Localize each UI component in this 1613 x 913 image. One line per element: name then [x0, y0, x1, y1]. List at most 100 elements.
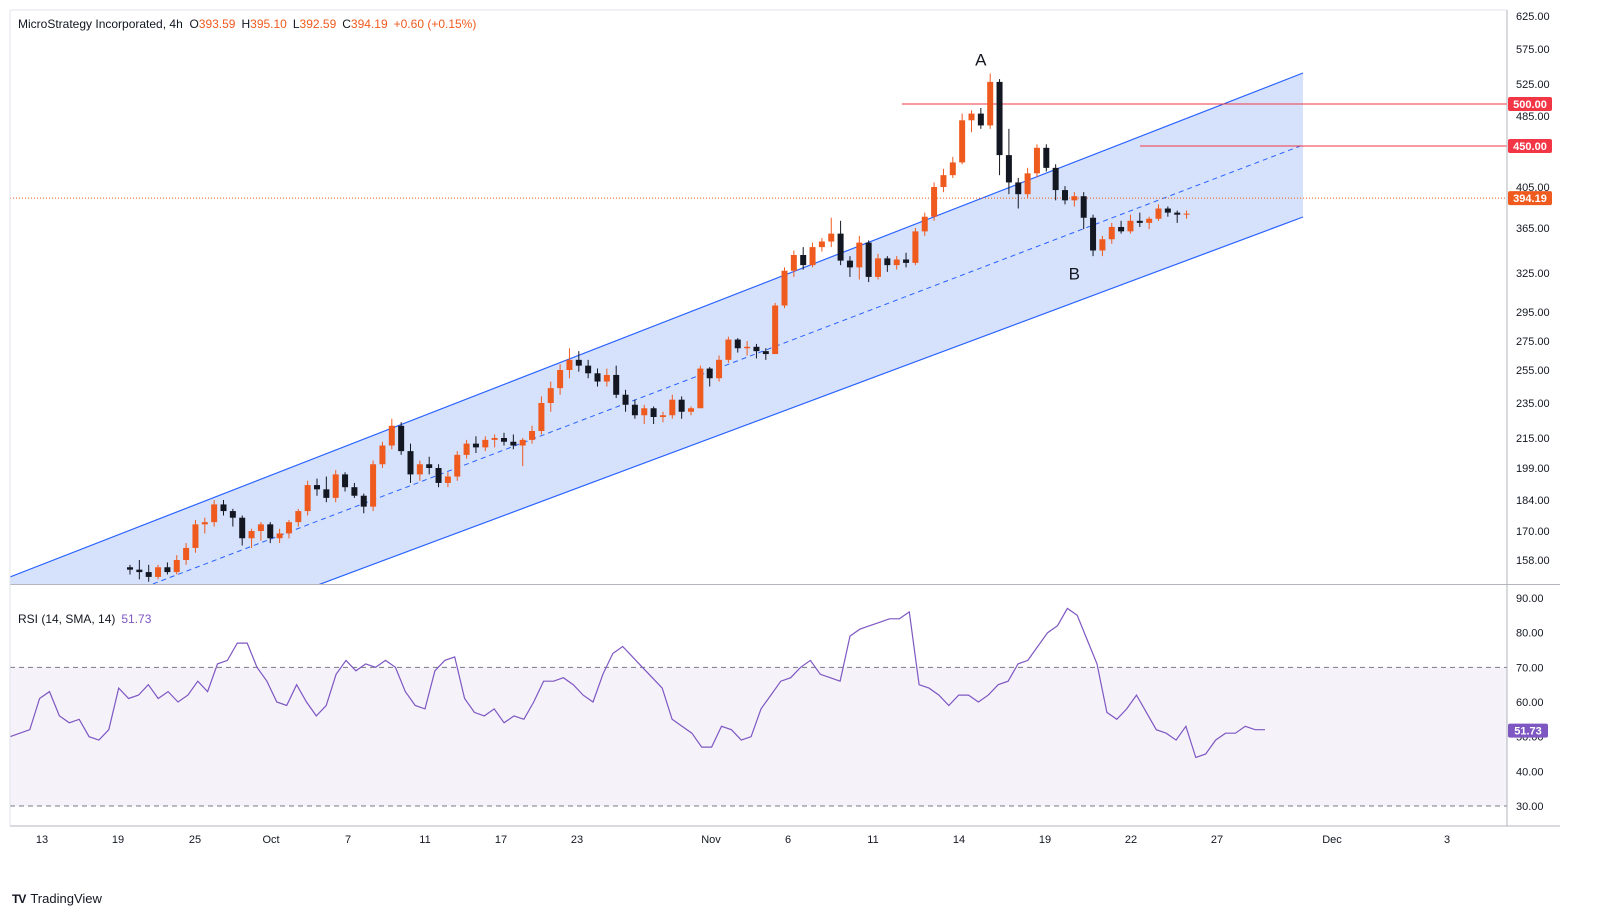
- open-value: 393.59: [198, 17, 236, 31]
- candle-body: [398, 425, 405, 452]
- price-tick-label: 365.00: [1516, 223, 1550, 235]
- price-tick-label: 235.00: [1516, 398, 1550, 410]
- price-tick-label: 525.00: [1516, 79, 1550, 91]
- candle-body: [1108, 226, 1115, 240]
- candle-70: [781, 267, 788, 309]
- candle-96: [1024, 167, 1031, 199]
- candle-15: [267, 522, 274, 544]
- candle-80: [875, 253, 881, 280]
- candle-body: [145, 572, 152, 577]
- candle-49: [585, 359, 592, 379]
- candle-20: [314, 478, 320, 496]
- low-value: 392.59: [299, 17, 337, 31]
- candle-body: [155, 567, 162, 577]
- candle-body: [510, 441, 517, 446]
- channel-mid-line: [151, 144, 1304, 584]
- candle-108: [1136, 212, 1143, 227]
- candle-25: [360, 493, 367, 514]
- rsi-tick-label: 70.00: [1516, 662, 1544, 674]
- candle-74: [818, 238, 825, 252]
- candle-body: [772, 305, 779, 355]
- candle-75: [828, 217, 835, 248]
- candle-52: [613, 365, 620, 399]
- time-tick-label: 14: [953, 834, 965, 846]
- candle-30: [407, 443, 414, 483]
- candle-body: [529, 431, 536, 440]
- candle-107: [1127, 214, 1134, 234]
- candle-53: [622, 389, 629, 412]
- candle-body: [257, 524, 264, 531]
- price-tick-label: 199.00: [1516, 463, 1550, 475]
- price-tick-label: 215.00: [1516, 433, 1550, 445]
- rsi-tick-label: 30.00: [1516, 801, 1544, 813]
- channel-upper-line: [10, 72, 1304, 578]
- rsi-pane[interactable]: [9, 607, 1507, 807]
- candle-body: [314, 485, 320, 490]
- candle-113: [1183, 210, 1190, 219]
- rsi-tick-label: 60.00: [1516, 697, 1544, 709]
- candle-94: [1005, 128, 1012, 195]
- candle-body: [912, 231, 919, 263]
- candle-body: [921, 216, 928, 232]
- candle-body: [276, 533, 283, 539]
- candle-body: [641, 408, 648, 416]
- rsi-band-fill: [10, 667, 1507, 806]
- candle-77: [846, 256, 853, 277]
- candle-body: [164, 567, 171, 573]
- candle-body: [127, 567, 133, 570]
- candle-body: [959, 120, 966, 163]
- change-value: +0.60 (+0.15%): [393, 17, 477, 31]
- candle-99: [1052, 164, 1059, 201]
- candle-body: [285, 522, 292, 534]
- candle-body: [472, 443, 479, 448]
- candle-body: [585, 365, 592, 374]
- candle-57: [659, 411, 666, 423]
- high-label: H: [241, 17, 251, 31]
- candle-38: [482, 436, 489, 452]
- candle-18: [295, 508, 302, 527]
- tradingview-logo-icon: TV: [12, 891, 26, 906]
- candles: [127, 73, 1190, 582]
- last-price-badge: 394.19: [1513, 193, 1547, 205]
- close-value: 394.19: [350, 17, 388, 31]
- candle-body: [1090, 217, 1097, 251]
- candle-69: [772, 302, 779, 355]
- open-label: O: [189, 17, 199, 31]
- candle-50: [594, 368, 601, 387]
- candle-body: [650, 408, 657, 417]
- time-tick-label: 23: [571, 834, 583, 846]
- time-tick-label: 6: [785, 834, 791, 846]
- candle-82: [893, 256, 900, 270]
- candle-86: [931, 182, 938, 221]
- price-pane[interactable]: AB: [10, 51, 1507, 701]
- candle-109: [1146, 216, 1153, 230]
- candle-body: [1183, 213, 1190, 215]
- candle-111: [1164, 206, 1171, 217]
- candle-10: [220, 500, 227, 516]
- candle-67: [753, 343, 760, 359]
- channel-fill: [10, 73, 1303, 584]
- axes: 625.00 575.00 525.00 485.00 450.00 405.00 365.…: [9, 9, 1560, 846]
- candle-body: [753, 346, 760, 352]
- candle-102: [1080, 192, 1087, 230]
- candle-body: [435, 468, 442, 483]
- time-tick-label: 17: [495, 834, 507, 846]
- candle-5: [173, 555, 180, 575]
- candle-body: [566, 359, 573, 370]
- brand[interactable]: TV TradingView: [12, 891, 102, 906]
- candle-body: [1118, 226, 1125, 232]
- candle-body: [229, 511, 236, 518]
- candle-36: [463, 439, 470, 459]
- high-value: 395.10: [250, 17, 287, 31]
- candle-body: [444, 476, 451, 483]
- rsi-line: [9, 607, 1265, 759]
- candle-43: [529, 425, 536, 444]
- candle-body: [136, 569, 143, 573]
- candle-body: [903, 259, 910, 263]
- candle-body: [856, 242, 863, 268]
- candle-body: [267, 524, 274, 539]
- candle-61: [697, 365, 704, 409]
- candle-14: [257, 522, 264, 541]
- candle-11: [229, 508, 236, 527]
- rsi-last-badge-bg: [1508, 723, 1548, 738]
